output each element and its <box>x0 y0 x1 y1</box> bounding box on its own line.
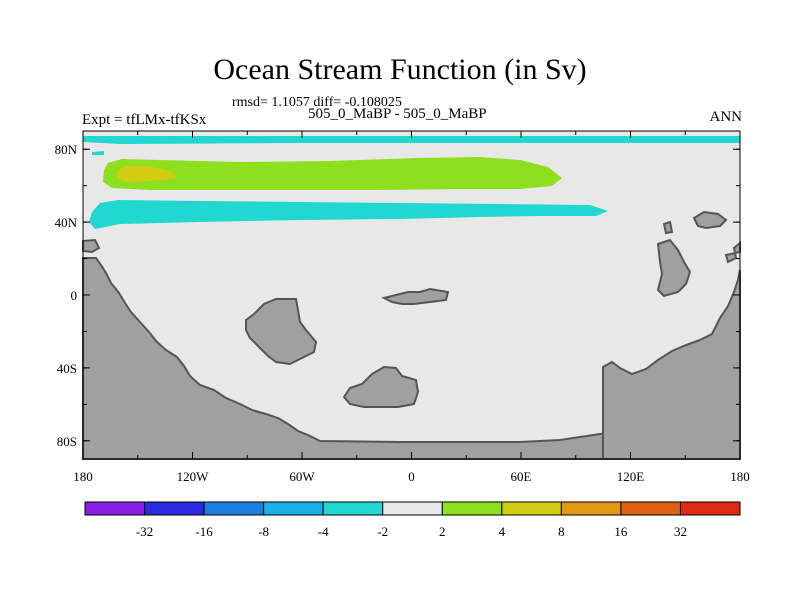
arctic-band <box>83 136 740 144</box>
colorbar-swatch <box>560 501 622 516</box>
colorbar-label: -4 <box>318 524 329 539</box>
land-equatorial-island <box>381 287 450 305</box>
midlatitude-negative-band <box>89 200 608 229</box>
land-northeast-islet <box>662 220 674 235</box>
experiment-label: Expt = tfLMx-tfKSx <box>82 112 207 128</box>
land-west-island <box>82 238 101 254</box>
colorbar-label: -32 <box>136 524 153 539</box>
colorbar <box>84 501 741 516</box>
land-masses <box>82 210 741 460</box>
x-tick-label: 120E <box>617 469 645 484</box>
x-tick-label: 120W <box>177 469 210 484</box>
colorbar-label: -16 <box>195 524 213 539</box>
colorbar-swatch <box>322 501 384 516</box>
colorbar-label: 32 <box>674 524 687 539</box>
x-axis-labels: 180 120W 60W 0 60E 120E 180 <box>73 469 750 484</box>
north-positive-core <box>117 166 178 182</box>
colorbar-swatch <box>679 501 741 516</box>
y-tick-label: 40S <box>57 361 77 376</box>
colorbar-swatch <box>382 501 443 516</box>
x-tick-label: 60E <box>511 469 532 484</box>
colorbar-label: 8 <box>558 524 565 539</box>
colorbar-swatch <box>144 501 205 516</box>
x-tick-label: 60W <box>289 469 315 484</box>
colorbar-labels: -32 -16 -8 -4 -2 2 4 8 16 32 <box>136 524 687 539</box>
colorbar-label: 2 <box>439 524 446 539</box>
plot-title: Ocean Stream Function (in Sv) <box>213 53 587 86</box>
arctic-band-fleck <box>92 151 104 155</box>
land-south-america-west <box>82 257 629 460</box>
y-tick-label: 0 <box>71 288 78 303</box>
y-tick-label: 40N <box>55 215 78 230</box>
y-tick-label: 80N <box>55 142 78 157</box>
colorbar-swatch <box>441 501 503 516</box>
colorbar-label: 16 <box>614 524 628 539</box>
axis-ticks <box>82 131 741 459</box>
x-tick-label: 180 <box>730 469 750 484</box>
x-tick-label: 0 <box>408 469 415 484</box>
land-northeast-island <box>692 210 728 230</box>
colorbar-label: -8 <box>258 524 269 539</box>
land-central-island <box>245 298 318 366</box>
colorbar-swatch <box>203 501 265 516</box>
colorbar-swatch <box>501 501 562 516</box>
x-tick-label: 180 <box>73 469 93 484</box>
north-positive-band <box>103 157 562 190</box>
colorbar-swatch <box>263 501 324 516</box>
case-label: 505_0_MaBP - 505_0_MaBP <box>308 106 487 122</box>
colorbar-swatch <box>84 501 146 516</box>
y-axis-labels: 80N 40N 0 40S 80S <box>55 142 78 449</box>
land-africa <box>602 269 741 460</box>
stats-line: rmsd= 1.1057 diff= -0.108025 <box>232 95 402 110</box>
season-label: ANN <box>709 109 743 125</box>
colorbar-swatch <box>620 501 681 516</box>
colorbar-label: 4 <box>499 524 506 539</box>
colorbar-label: -2 <box>377 524 388 539</box>
land-southern-island <box>342 365 420 408</box>
land-eastern-ridge <box>656 238 692 298</box>
y-tick-label: 80S <box>57 434 77 449</box>
